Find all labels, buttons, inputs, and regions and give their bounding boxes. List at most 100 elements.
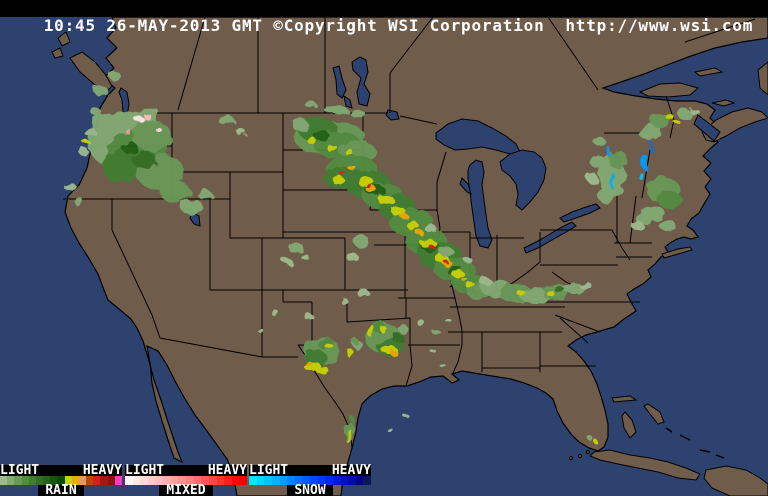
header-bar: 10:45 26-MAY-2013 GMT ©Copyright WSI Cor…	[0, 0, 768, 34]
radar-echo	[346, 347, 352, 357]
radar-echo	[416, 319, 424, 325]
radar-echo	[356, 288, 368, 296]
radar-echo	[93, 113, 117, 131]
legend-swatch	[340, 476, 349, 485]
lake-ontario	[559, 203, 601, 223]
radar-echo	[545, 289, 553, 295]
legend-swatch	[57, 476, 65, 485]
vancouver-island	[69, 51, 113, 93]
legend-swatch	[107, 476, 115, 485]
bahamas-eleuthera	[643, 403, 665, 425]
radar-echo	[399, 326, 409, 334]
radar-echo	[642, 154, 648, 170]
radar-echo	[347, 428, 351, 444]
radar-echo	[439, 363, 445, 367]
radar-echo	[480, 278, 492, 286]
newfoundland	[757, 61, 768, 96]
legend-swatch	[64, 476, 72, 485]
legend-swatch	[140, 476, 148, 485]
gaspe-peninsula	[638, 82, 700, 98]
radar-echo	[109, 72, 121, 80]
radar-echo	[690, 109, 700, 115]
lake-of-the-woods	[385, 109, 400, 121]
legend-swatch	[71, 476, 79, 485]
legend-swatch	[21, 476, 29, 485]
lake-manitoba	[343, 94, 353, 109]
radar-echo	[452, 270, 464, 278]
legend-light-label: LIGHT	[125, 463, 165, 478]
legend-swatch	[279, 476, 288, 485]
radar-echo	[429, 348, 435, 352]
radar-echo	[349, 110, 365, 116]
radar-echo	[390, 350, 398, 356]
radar-echo	[430, 246, 436, 250]
radar-echo	[235, 128, 245, 134]
radar-echo	[302, 255, 310, 261]
legend-swatch	[86, 476, 94, 485]
legend-swatch	[239, 476, 247, 485]
legend-swatch	[14, 476, 22, 485]
radar-echo	[160, 181, 190, 203]
radar-echo	[64, 183, 76, 191]
radar-echo	[639, 123, 661, 141]
legend-swatch	[201, 476, 209, 485]
legend-swatch	[355, 476, 364, 485]
legend-swatch	[35, 476, 44, 485]
radar-echo	[270, 309, 278, 315]
legend-swatch	[125, 476, 133, 485]
legend-mixed-scale-labels: LIGHT HEAVY	[125, 463, 247, 478]
radar-echo	[391, 206, 405, 216]
radar-echo	[380, 327, 388, 333]
radar-echo	[660, 220, 676, 232]
legend-swatch	[332, 476, 341, 485]
radar-echo	[392, 333, 404, 343]
radar-echo	[314, 131, 330, 141]
legend-heavy-label: HEAVY	[82, 463, 122, 478]
long-island	[661, 246, 693, 259]
coastal-island	[57, 31, 71, 47]
legend-swatch	[132, 476, 141, 485]
radar-echo	[598, 189, 614, 203]
radar-echo	[443, 259, 447, 263]
legend-swatch	[256, 476, 265, 485]
legend-swatch	[216, 476, 225, 485]
radar-echo	[594, 138, 606, 146]
radar-echo	[133, 151, 157, 169]
legend-swatch	[294, 476, 303, 485]
legend-swatch	[50, 476, 58, 485]
florida-keys	[569, 456, 573, 460]
lake-huron	[499, 149, 547, 211]
radar-echo	[445, 318, 451, 322]
radar-echo	[639, 172, 643, 180]
legend-snow-caption-row: SNOW	[249, 484, 371, 496]
legend-swatch	[231, 476, 240, 485]
radar-echo	[586, 173, 598, 183]
legend-swatch	[186, 476, 194, 485]
radar-echo	[82, 140, 90, 144]
radar-echo	[440, 247, 454, 257]
radar-echo	[346, 253, 358, 261]
legend-snow: LIGHT HEAVY SNOW	[249, 464, 371, 496]
legend-swatch	[363, 476, 371, 485]
bahamas-grand	[611, 395, 638, 403]
radar-echo	[562, 282, 584, 294]
radar-echo	[74, 198, 84, 206]
anticosti-island	[693, 67, 724, 77]
radar-echo	[292, 119, 308, 131]
radar-echo	[198, 190, 212, 200]
radar-echo	[154, 126, 160, 130]
radar-echo	[307, 138, 317, 144]
legend-snow-caption: SNOW	[287, 484, 333, 496]
legend-swatch	[224, 476, 232, 485]
radar-echo	[353, 339, 359, 345]
legend-swatch	[208, 476, 217, 485]
legend-rain-caption: RAIN	[38, 484, 84, 496]
legend-light-label: LIGHT	[0, 463, 40, 478]
legend-swatch	[93, 476, 101, 485]
legend-swatch	[170, 476, 179, 485]
prince-edward-island	[711, 99, 736, 107]
radar-echo	[315, 367, 329, 373]
radar-echo	[635, 210, 655, 224]
bahamas-andros	[621, 411, 637, 439]
radar-echo	[132, 121, 172, 151]
